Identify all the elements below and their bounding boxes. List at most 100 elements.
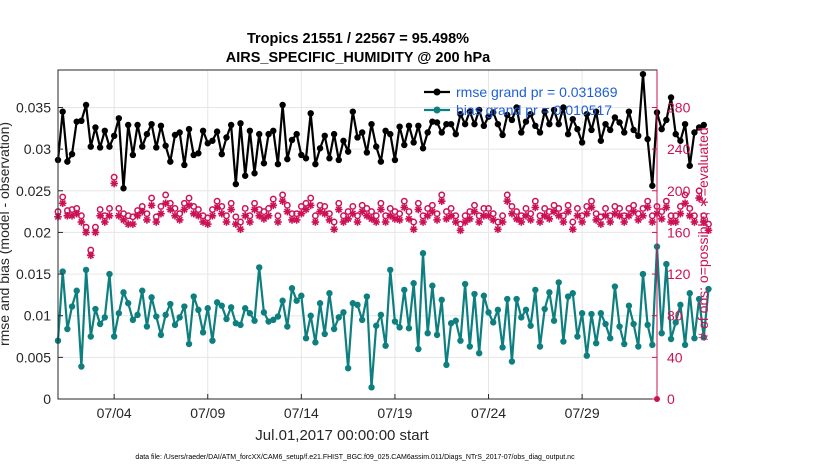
rmse-point <box>681 120 689 128</box>
obs-evaluated-point <box>264 211 273 220</box>
bias-point <box>569 290 576 297</box>
rmse-point <box>592 108 600 115</box>
bias-point <box>68 303 76 310</box>
rmse-point <box>340 137 347 144</box>
obs-evaluated-point <box>180 205 189 214</box>
obs-evaluated-point <box>143 216 151 224</box>
obs-possible-point <box>555 205 563 212</box>
obs-possible-point <box>307 194 315 202</box>
obs-evaluated-point <box>138 207 147 216</box>
bias-point <box>227 304 235 311</box>
rmse-point <box>270 127 277 135</box>
obs-evaluated-point <box>681 199 689 208</box>
bias-point <box>438 296 445 304</box>
obs-evaluated-point <box>297 209 306 218</box>
obs-evaluated-point <box>629 207 638 216</box>
rmse-point <box>663 116 670 124</box>
rmse-point <box>241 172 249 179</box>
bias-point <box>429 282 436 289</box>
bias-point <box>312 339 319 346</box>
rmse-point <box>312 160 319 168</box>
obs-evaluated-point <box>433 216 441 224</box>
obs-evaluated-point <box>72 209 81 218</box>
obs-evaluated-point <box>643 203 652 212</box>
bias-point <box>167 300 174 308</box>
bias-point <box>490 319 497 326</box>
rmse-point <box>349 108 357 115</box>
bias-point <box>78 363 85 370</box>
bias-point <box>452 317 459 324</box>
rmse-point <box>237 120 244 127</box>
rmse-point <box>490 109 497 116</box>
bias-point <box>504 295 511 303</box>
y-axis-left-label: rmse and bias (model - observation) <box>0 122 12 346</box>
obs-evaluated-point <box>489 216 498 224</box>
rmse-point <box>87 143 94 150</box>
bias-point <box>433 331 441 339</box>
rmse-point <box>508 116 516 124</box>
x-tick-label: 07/09 <box>190 405 225 421</box>
rmse-point <box>92 124 99 131</box>
obs-evaluated-point <box>250 205 259 214</box>
rmse-point <box>410 139 417 146</box>
bias-point <box>532 286 539 294</box>
obs-evaluated-point <box>246 218 254 226</box>
obs-evaluated-point <box>512 215 521 223</box>
obs-evaluated-point <box>550 207 558 216</box>
bias-point <box>391 318 399 325</box>
rmse-point <box>134 121 141 129</box>
rmse-point <box>415 122 422 130</box>
chart-title-line1: Tropics 21551 / 22567 = 95.498% <box>247 31 469 47</box>
rmse-point <box>461 120 469 128</box>
obs-evaluated-point <box>583 209 591 218</box>
rmse-point <box>452 130 459 138</box>
rmse-point <box>504 111 511 119</box>
rmse-point <box>321 132 328 139</box>
obs-evaluated-point <box>358 207 366 216</box>
bias-point <box>101 314 108 321</box>
rmse-point <box>700 121 707 129</box>
obs-possible-point <box>485 205 492 212</box>
bias-point <box>658 330 665 337</box>
bias-point <box>410 280 417 287</box>
obs-evaluated-point <box>400 203 409 212</box>
legend-entry-label: bias grand pr = 0.010517 <box>456 102 612 118</box>
rmse-point <box>438 129 445 136</box>
bias-point <box>466 343 474 350</box>
rmse-point <box>499 131 506 139</box>
bias-point <box>274 313 282 320</box>
obs-possible-point <box>321 202 329 210</box>
obs-evaluated-point <box>381 218 390 226</box>
bias-point <box>377 311 385 319</box>
bias-point <box>190 293 197 300</box>
bias-point <box>330 325 338 333</box>
bias-point <box>302 334 310 342</box>
y-left-tick-label: 0.025 <box>16 183 51 199</box>
obs-evaluated-point <box>330 225 338 234</box>
obs-evaluated-point <box>166 205 175 214</box>
bias-point <box>204 305 211 312</box>
obs-evaluated-point <box>564 207 572 216</box>
bias-point <box>419 250 427 257</box>
rmse-point <box>466 108 474 115</box>
rmse-point <box>382 127 389 135</box>
rmse-point <box>658 125 665 133</box>
bias-point <box>176 314 183 321</box>
bias-point <box>396 324 403 331</box>
rmse-point <box>494 120 502 128</box>
rmse-point <box>82 101 90 109</box>
y-axis-right-label: # of obs: o=possible; ∗=evaluated <box>695 127 711 340</box>
obs-evaluated-point <box>451 218 460 226</box>
obs-evaluated-point <box>662 203 671 212</box>
rmse-point <box>686 162 693 169</box>
rmse-point <box>578 139 586 146</box>
rmse-point <box>64 158 71 165</box>
obs-evaluated-point <box>531 203 540 212</box>
series-rmse <box>54 70 707 192</box>
obs-evaluated-point <box>428 207 437 216</box>
bias-point <box>681 341 689 349</box>
bias-point <box>340 309 347 316</box>
y-right-tick-label: 160 <box>667 224 691 240</box>
obs-possible-point <box>424 205 432 212</box>
